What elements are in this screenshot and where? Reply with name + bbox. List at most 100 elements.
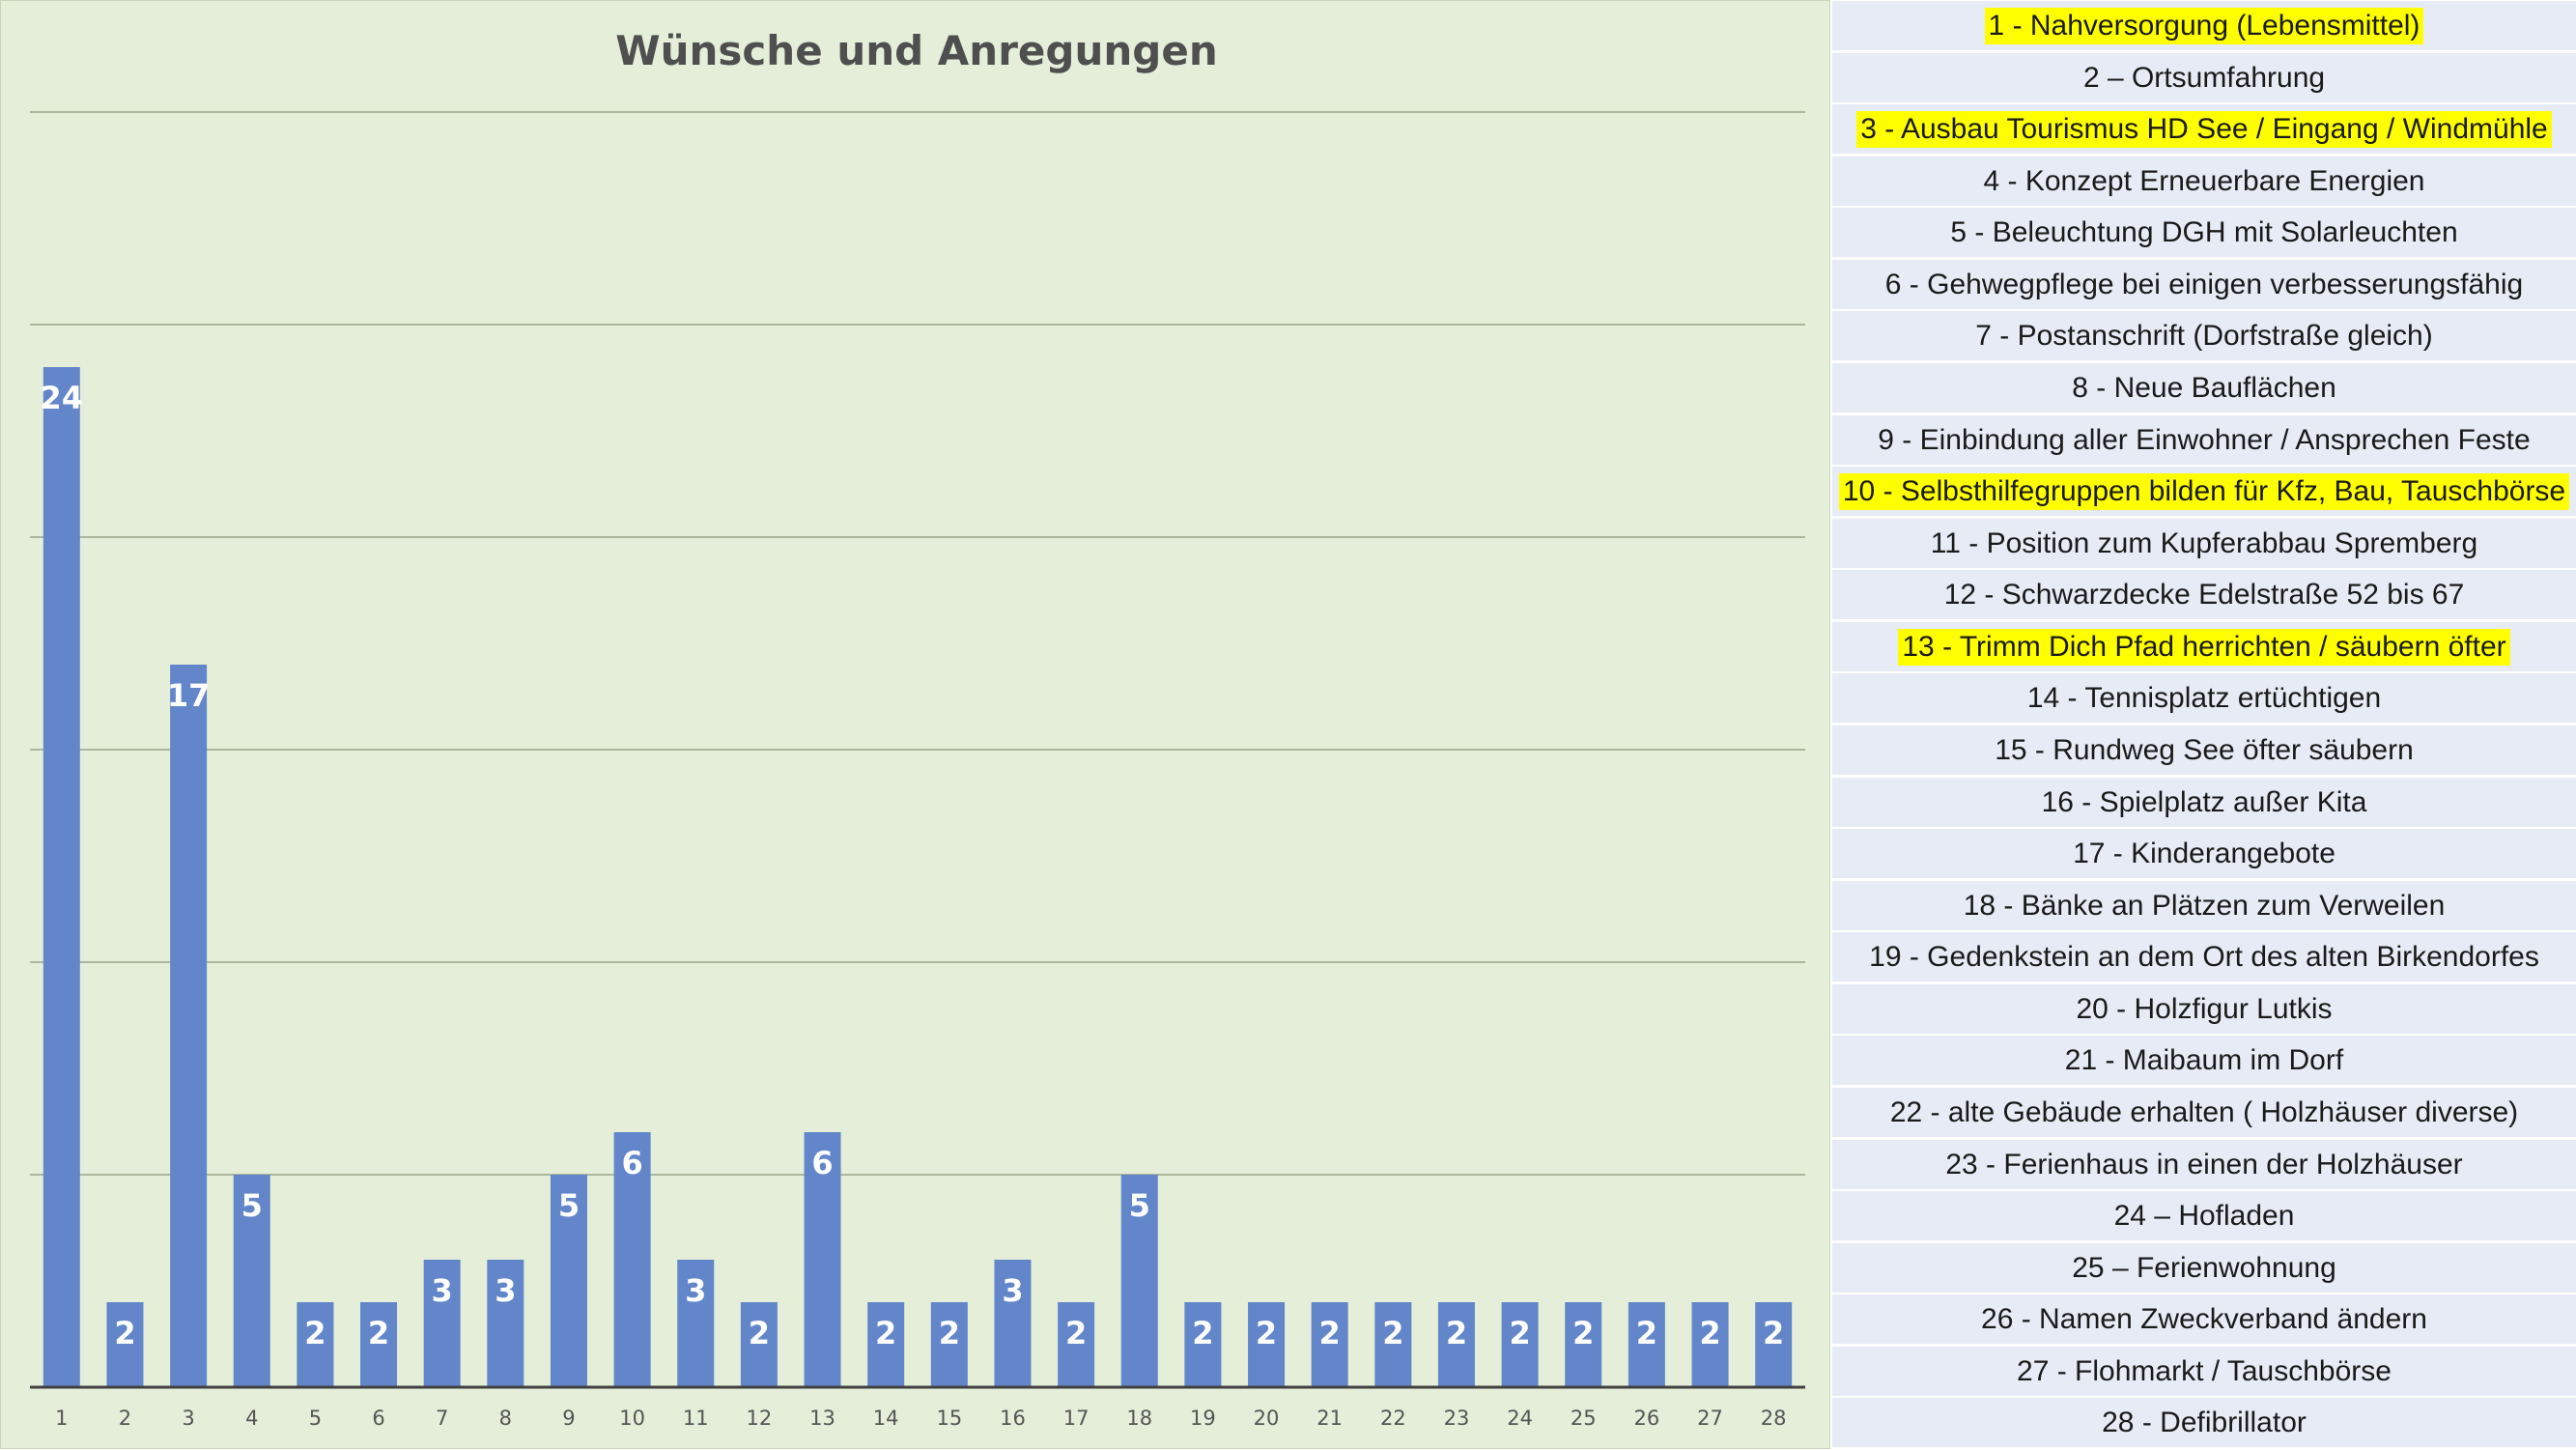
legend-item-label: 15 - Rundweg See öfter säubern [1995,733,2414,766]
bars [42,367,1793,1387]
bar-13 [804,1132,841,1387]
bar-23 [1437,1302,1475,1387]
data-label-11: 3 [685,1272,706,1309]
bar-22 [1374,1302,1412,1387]
chart-title: Wünsche und Anregungen [615,27,1217,74]
legend-item-label: 8 - Neue Bauflächen [2072,371,2336,404]
bar-24 [1501,1302,1539,1387]
bar-12 [740,1302,778,1387]
legend-item-label: 10 - Selbsthilfegruppen bilden für Kfz, … [1838,472,2570,510]
legend-row: 28 - Defibrillator [1832,1398,2576,1447]
data-label-6: 2 [368,1315,389,1351]
x-tick-label-11: 11 [683,1407,709,1430]
x-tick-label-1: 1 [55,1407,68,1430]
legend-row: 3 - Ausbau Tourismus HD See / Eingang / … [1832,104,2576,154]
legend-item-label: 1 - Nahversorgung (Lebensmittel) [1984,7,2424,44]
x-tick-label-5: 5 [309,1407,322,1430]
x-tick-label-15: 15 [936,1407,962,1430]
legend-item-label: 13 - Trimm Dich Pfad herrichten / säuber… [1898,628,2510,666]
x-tick-label-26: 26 [1634,1407,1660,1430]
x-tick-label-22: 22 [1380,1407,1406,1430]
data-label-21: 2 [1319,1315,1341,1351]
legend-row: 13 - Trimm Dich Pfad herrichten / säuber… [1832,622,2576,671]
data-label-24: 2 [1509,1315,1530,1351]
data-label-5: 2 [304,1315,326,1351]
data-label-1: 24 [41,380,84,416]
x-tick-label-9: 9 [562,1407,575,1430]
x-tick-label-14: 14 [873,1407,899,1430]
x-tick-label-21: 21 [1316,1407,1343,1430]
bar-18 [1120,1175,1158,1387]
legend-row: 27 - Flohmarkt / Tauschbörse [1832,1347,2576,1396]
bar-27 [1691,1302,1729,1387]
bar-15 [930,1302,968,1387]
data-label-27: 2 [1699,1315,1720,1351]
x-tick-label-19: 19 [1190,1407,1216,1430]
data-label-8: 3 [495,1272,516,1309]
legend-row: 21 - Maibaum im Dorf [1832,1036,2576,1085]
data-label-17: 2 [1065,1315,1087,1351]
x-tick-label-12: 12 [747,1407,773,1430]
x-tick-label-16: 16 [1000,1407,1026,1430]
data-labels: 24 2 17 5 2 2 3 3 5 6 3 2 6 2 2 3 2 5 2 2 2 2 2 2 2 2 2 2 [41,380,1785,1351]
legend-item-label: 24 – Hofladen [2113,1199,2295,1232]
data-label-15: 2 [939,1315,960,1351]
legend-row: 6 - Gehwegpflege bei einigen verbesserun… [1832,260,2576,309]
legend-item-label: 21 - Maibaum im Dorf [2064,1043,2344,1076]
legend-row: 2 – Ortsumfahrung [1832,53,2576,102]
legend-row: 24 – Hofladen [1832,1191,2576,1240]
legend-row: 4 - Konzept Erneuerbare Energien [1832,156,2576,206]
data-label-14: 2 [875,1315,896,1351]
legend-row: 8 - Neue Bauflächen [1832,363,2576,412]
data-label-13: 6 [811,1145,833,1181]
legend-row: 16 - Spielplatz außer Kita [1832,778,2576,827]
data-label-10: 6 [621,1145,642,1181]
x-tick-label-18: 18 [1126,1407,1152,1430]
chart-panel: Wünsche und Anregungen 24 2 17 5 2 2 3 3 5 6 3 2 6 2 2… [0,0,1830,1449]
x-axis-ticks: 1 2 3 4 5 6 7 8 9 10 11 12 13 14 15 16 17 18 19 20 21 22 23 24 2… [55,1407,1786,1430]
legend-item-label: 7 - Postanschrift (Dorfstraße gleich) [1975,319,2433,352]
bar-28 [1755,1302,1793,1387]
legend-item-label: 9 - Einbindung aller Einwohner / Ansprec… [1878,423,2531,456]
x-tick-label-20: 20 [1254,1407,1280,1430]
legend-item-label: 3 - Ausbau Tourismus HD See / Eingang / … [1856,110,2552,148]
legend-list: 1 - Nahversorgung (Lebensmittel) 2 – Orts… [1832,0,2576,1449]
bar-1 [42,367,80,1387]
data-label-20: 2 [1256,1315,1277,1351]
x-tick-label-7: 7 [436,1407,448,1430]
data-label-28: 2 [1763,1315,1784,1351]
legend-item-label: 16 - Spielplatz außer Kita [2041,785,2367,818]
data-label-26: 2 [1636,1315,1657,1351]
bar-4 [233,1175,270,1387]
bar-21 [1311,1302,1348,1387]
legend-item-label: 19 - Gedenkstein an dem Ort des alten Bi… [1869,940,2539,973]
legend-row: 15 - Rundweg See öfter säubern [1832,725,2576,775]
bar-2 [106,1302,144,1387]
legend-item-label: 18 - Bänke an Plätzen zum Verweilen [1963,889,2446,922]
bar-11 [677,1260,715,1387]
bar-26 [1628,1302,1665,1387]
legend-item-label: 28 - Defibrillator [2102,1406,2307,1438]
legend-row: 1 - Nahversorgung (Lebensmittel) [1832,1,2576,50]
x-tick-label-28: 28 [1761,1407,1787,1430]
x-tick-label-10: 10 [619,1407,645,1430]
legend-item-label: 26 - Namen Zweckverband ändern [1981,1302,2427,1335]
legend-row: 26 - Namen Zweckverband ändern [1832,1294,2576,1344]
bar-6 [360,1302,398,1387]
legend-row: 14 - Tennisplatz ertüchtigen [1832,673,2576,723]
x-tick-label-4: 4 [245,1407,258,1430]
legend-item-label: 27 - Flohmarkt / Tauschbörse [2017,1354,2392,1387]
bar-3 [170,665,208,1387]
legend-row: 18 - Bänke an Plätzen zum Verweilen [1832,881,2576,930]
data-label-16: 3 [1002,1272,1023,1309]
gridlines [30,111,1805,1176]
legend-item-label: 6 - Gehwegpflege bei einigen verbesserun… [1884,268,2524,300]
data-label-19: 2 [1192,1315,1213,1351]
data-label-12: 2 [749,1315,770,1351]
data-label-22: 2 [1382,1315,1403,1351]
data-label-23: 2 [1446,1315,1467,1351]
bar-7 [423,1260,461,1387]
legend-item-label: 14 - Tennisplatz ertüchtigen [2026,681,2382,714]
x-tick-label-17: 17 [1063,1407,1090,1430]
